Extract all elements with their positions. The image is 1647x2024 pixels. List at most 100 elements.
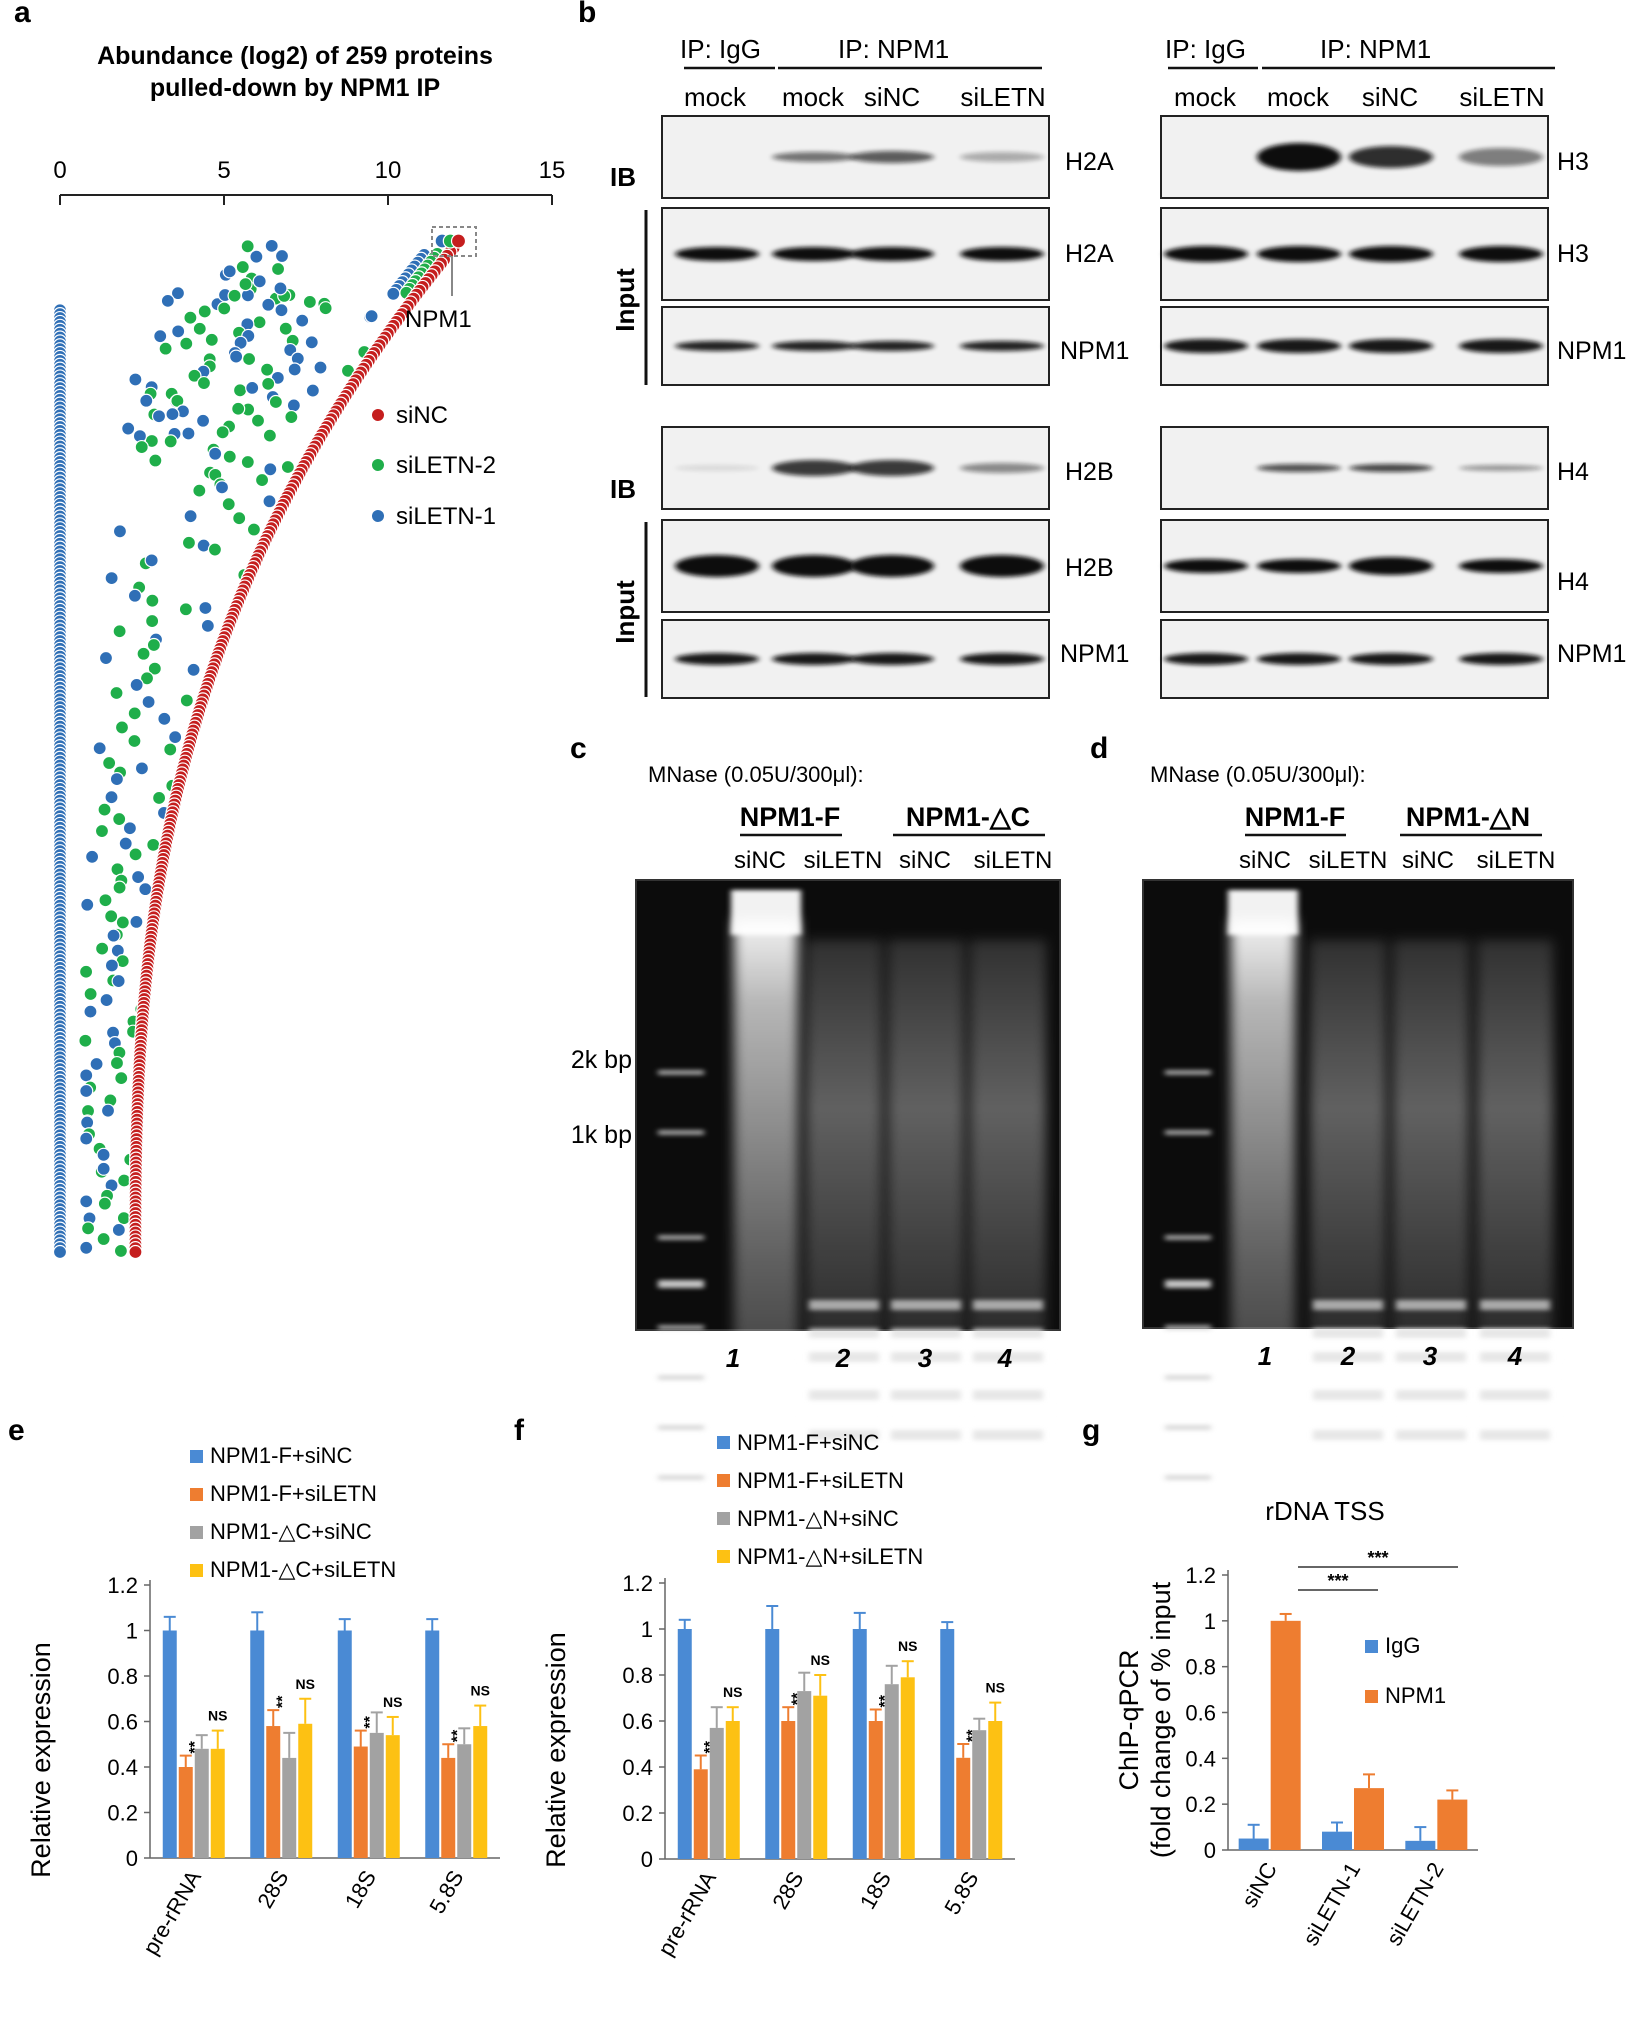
bar xyxy=(1405,1840,1436,1850)
nucleosome-band xyxy=(1396,1300,1466,1310)
point-siletn2 xyxy=(270,261,286,277)
panel-a-scatter: Abundance (log2) of 259 proteins pulled-… xyxy=(52,42,565,1260)
left-lane-4: siLETN xyxy=(960,82,1045,112)
nucleosome-band xyxy=(1480,1300,1550,1310)
point-siletn1 xyxy=(99,992,114,1008)
point-siletn1 xyxy=(171,324,186,339)
left-h2b-input xyxy=(661,519,1050,613)
gel-smear xyxy=(970,940,1046,1420)
point-siletn2 xyxy=(146,837,161,852)
point-siletn1 xyxy=(96,1161,111,1176)
legend-dot-siletn1 xyxy=(372,510,384,522)
row-npm1-left-bottom: NPM1 xyxy=(1060,640,1129,668)
point-siletn2 xyxy=(114,1071,129,1086)
point-siletn1 xyxy=(261,297,276,312)
blot-band xyxy=(675,247,759,261)
y-tick-label: 1.2 xyxy=(1185,1563,1216,1588)
sig-label-starstar: ** xyxy=(449,1729,466,1742)
blot-band xyxy=(1459,148,1543,166)
category-label: 18S xyxy=(855,1867,896,1913)
point-siletn1 xyxy=(96,1147,111,1162)
sig-label-starstar: ** xyxy=(702,1740,719,1753)
left-npm1-input-top xyxy=(661,306,1050,386)
blot-band xyxy=(1257,653,1341,665)
nucleosome-band xyxy=(1313,1300,1383,1310)
point-siletn1 xyxy=(195,413,211,428)
gel-d-mnase: MNase (0.05U/300μl): xyxy=(1150,762,1366,787)
bar xyxy=(868,1721,883,1859)
c-ladder-band xyxy=(658,1070,704,1075)
blot-band xyxy=(850,247,934,261)
point-siletn1 xyxy=(165,407,180,422)
point-siletn1 xyxy=(92,741,107,756)
right-h3-ib xyxy=(1160,115,1549,199)
right-lane-3: siNC xyxy=(1362,82,1418,112)
bar xyxy=(337,1630,352,1858)
blot-band xyxy=(850,460,934,476)
point-siletn1 xyxy=(208,446,223,461)
gel-c-num-2: 2 xyxy=(835,1343,851,1373)
panel-a-title-1: Abundance (log2) of 259 proteins xyxy=(97,42,493,70)
category-label: 28S xyxy=(252,1866,293,1912)
row-h4-input: H4 xyxy=(1557,568,1589,596)
bar xyxy=(457,1744,472,1858)
right-ip-igg: IP: IgG xyxy=(1165,34,1246,64)
point-siletn2 xyxy=(215,425,230,440)
point-siletn2 xyxy=(179,336,194,351)
point-siletn1 xyxy=(313,360,328,375)
f-legend-3: NPM1-△N+siNC xyxy=(737,1506,899,1531)
gel-d-num-4: 4 xyxy=(1507,1341,1523,1371)
nucleosome-band xyxy=(1396,1390,1466,1400)
point-siletn2 xyxy=(134,439,149,455)
row-h2a-input: H2A xyxy=(1065,240,1114,268)
blot-band xyxy=(675,653,759,665)
left-h2b-ib xyxy=(661,426,1050,510)
bar xyxy=(693,1769,708,1859)
bar xyxy=(266,1726,281,1858)
point-siletn2 xyxy=(151,790,167,806)
nucleosome-band xyxy=(809,1430,879,1440)
point-siletn2 xyxy=(148,453,163,468)
npm1-highlight-box xyxy=(431,226,477,257)
gel-c-lane-1: siNC xyxy=(734,847,786,874)
blot-band xyxy=(772,152,856,162)
y-tick-label: 1 xyxy=(641,1617,653,1642)
panel-label-d: d xyxy=(1090,732,1108,765)
bar xyxy=(353,1746,368,1858)
category-label: siNC xyxy=(1237,1858,1283,1912)
point-siletn1 xyxy=(79,1240,94,1255)
category-label: 5.8S xyxy=(939,1867,983,1919)
point-siletn1 xyxy=(104,790,119,805)
point-siletn2 xyxy=(284,409,299,425)
panel-g-bar-chart: rDNA TSS ChIP-qPCR (fold change of % inp… xyxy=(1114,1496,1478,1950)
f-legend-2: NPM1-F+siLETN xyxy=(737,1468,904,1493)
blot-band xyxy=(1459,559,1543,573)
point-siletn1 xyxy=(222,264,237,279)
nucleosome-band xyxy=(1313,1328,1383,1338)
point-siletn2 xyxy=(280,459,295,475)
point-siletn1 xyxy=(89,1056,104,1072)
nucleosome-band xyxy=(809,1328,879,1338)
point-siletn2 xyxy=(116,1211,131,1226)
point-siletn1 xyxy=(127,588,142,603)
point-siletn2 xyxy=(115,915,130,930)
e-legend-1: NPM1-F+siNC xyxy=(210,1443,353,1468)
blot-band xyxy=(1257,246,1341,262)
point-siletn2 xyxy=(104,909,119,924)
nucleosome-band xyxy=(1396,1430,1466,1440)
nucleosome-band xyxy=(1396,1352,1466,1362)
point-siletn2 xyxy=(128,847,143,862)
point-siletn2 xyxy=(181,535,197,550)
point-siletn1 xyxy=(229,349,244,364)
y-tick-label: 0.2 xyxy=(107,1801,138,1826)
point-siletn1 xyxy=(104,958,119,973)
y-tick-label: 0.6 xyxy=(107,1710,138,1735)
point-siletn1 xyxy=(200,618,215,633)
point-siletn2 xyxy=(112,811,127,827)
ib-label-bottom: IB xyxy=(610,474,636,504)
marker-1k: 1k bp xyxy=(571,1121,632,1149)
point-siletn2 xyxy=(127,706,142,721)
gel-c-group-1: NPM1-F xyxy=(740,802,841,832)
f-legend-4: NPM1-△N+siLETN xyxy=(737,1544,923,1569)
nucleosome-band xyxy=(973,1352,1043,1362)
